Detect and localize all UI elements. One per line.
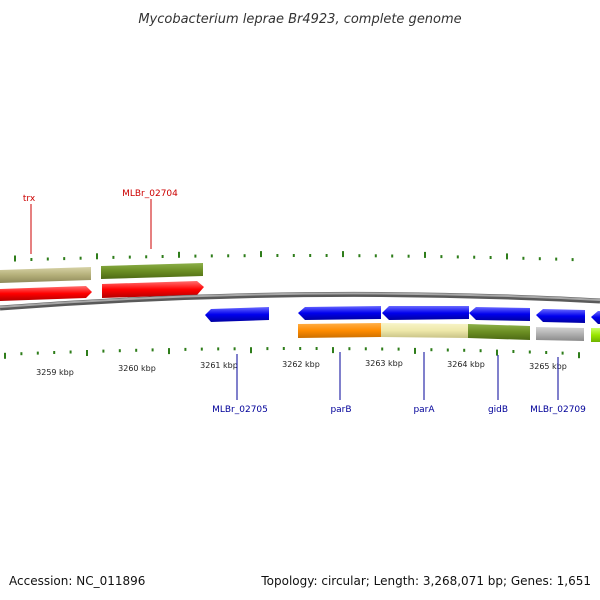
trx-cds-arrow: [0, 286, 92, 301]
kbp-label: 3259 kbp: [36, 368, 74, 377]
top-tick-marks: [14, 251, 574, 262]
genome-summary-text: Topology: circular; Length: 3,268,071 bp…: [260, 574, 591, 588]
genome-backbone-highlight: [0, 292, 600, 308]
gene-label-mlbr-02705: MLBr_02705: [212, 405, 268, 415]
gene-label-gidb: gidB: [488, 405, 508, 415]
gene-label-parb: parB: [330, 405, 351, 415]
genome-title: Mycobacterium leprae Br4923, complete ge…: [138, 12, 461, 27]
gene-label-mlbr-02704: MLBr_02704: [122, 189, 178, 199]
gene-label-mlbr-02709: MLBr_02709: [530, 405, 586, 415]
kbp-label: 3260 kbp: [118, 364, 156, 373]
gene-label-para: parA: [413, 405, 435, 415]
parb-band: [298, 323, 381, 338]
gidb-band: [468, 324, 530, 340]
kbp-label: 3262 kbp: [282, 360, 320, 369]
genome-backbone: [0, 291, 600, 311]
gene-label-trx: trx: [23, 194, 36, 204]
accession-text: Accession: NC_011896: [9, 574, 145, 588]
gidb-cds-arrow: [469, 307, 530, 321]
bottom-tick-marks: [4, 347, 580, 359]
kbp-label: 3261 kbp: [200, 361, 238, 370]
para-cds-arrow: [382, 306, 469, 320]
mlbr-02705-cds-arrow: [205, 307, 269, 322]
para-band: [381, 323, 468, 338]
parb-cds-arrow: [298, 306, 381, 320]
kbp-label: 3264 kbp: [447, 360, 485, 369]
mlbr-02704-cds-arrow: [102, 281, 204, 298]
kbp-label: 3263 kbp: [365, 359, 403, 368]
mlbr-02709-band: [536, 327, 584, 341]
kbp-label: 3265 kbp: [529, 362, 567, 371]
trx-band: [0, 267, 91, 283]
mlbr-02704-band: [101, 263, 203, 279]
next-gene-band: [591, 328, 600, 342]
next-gene-cds-arrow: [591, 311, 600, 324]
mlbr-02709-cds-arrow: [536, 309, 585, 323]
